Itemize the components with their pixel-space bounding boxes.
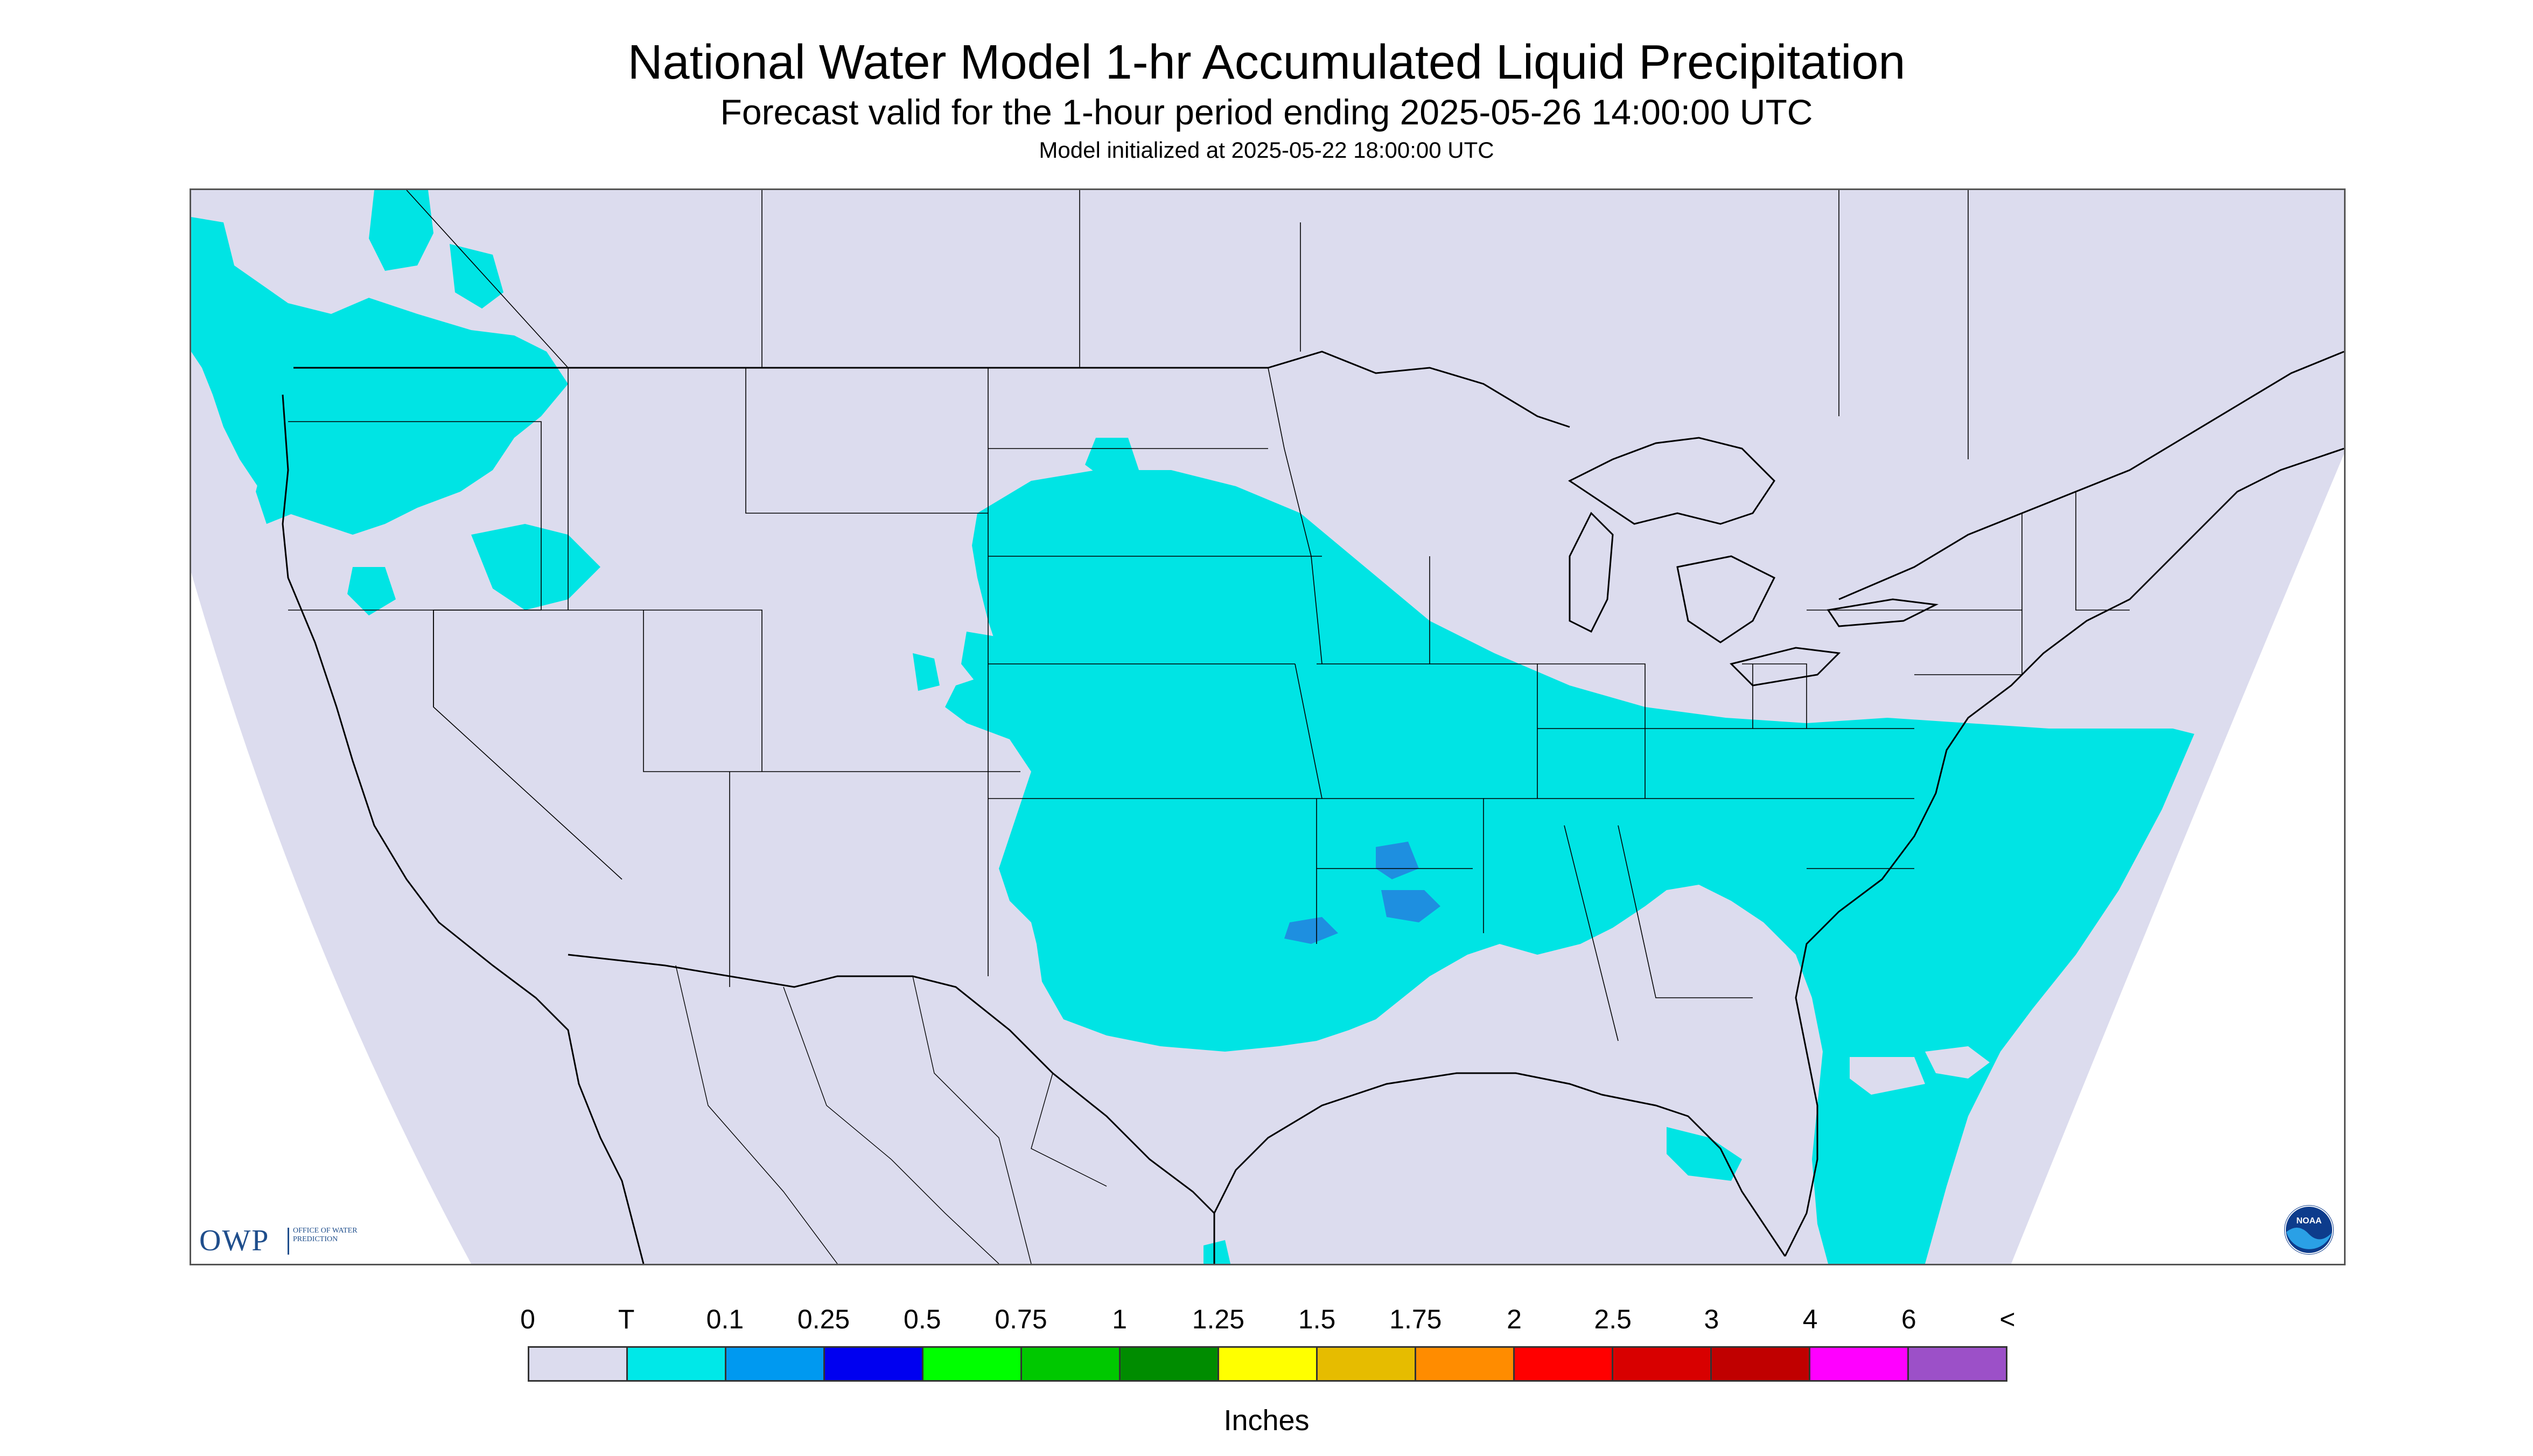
legend-tick-label: 4 [1802,1304,1818,1334]
legend-tick-label: 2 [1507,1304,1522,1334]
owp-logo-mark: OWP [199,1224,270,1257]
legend-tick-label: 2.5 [1594,1304,1632,1334]
legend-tick-label: 6 [1901,1304,1916,1334]
owp-logo-divider [288,1228,289,1255]
legend-tick-label: 0.75 [995,1304,1047,1334]
legend-swatch [1219,1348,1318,1380]
legend-swatch [1121,1348,1219,1380]
model-init-line: Model initialized at 2025-05-22 18:00:00… [1039,137,1494,163]
legend-swatch [628,1348,726,1380]
legend-tick-label: 1 [1112,1304,1128,1334]
color-legend [528,1346,2007,1382]
legend-tick-label: T [618,1304,635,1334]
noaa-logo-text: NOAA [2296,1216,2322,1226]
legend-swatch [529,1348,628,1380]
legend-swatch [1515,1348,1613,1380]
legend-labels: 0 T 0.1 0.25 0.5 0.75 1 1.25 1.5 1.75 2 2.5 3 4 6 < [520,1303,2016,1335]
owp-logo: OWP OFFICE OF WATER PREDICTION [199,1224,372,1257]
legend-swatch [1810,1348,1909,1380]
legend-swatch [1318,1348,1416,1380]
legend-units: Inches [1223,1404,1310,1437]
legend-tick-label: 0.5 [904,1304,941,1334]
precip-arkansas-pocket [1376,842,1419,879]
legend-tick-label: 1.5 [1298,1304,1336,1334]
legend-tick-label: < [1999,1304,2016,1334]
state-boundary-layer [288,190,2130,1041]
owp-logo-text: OFFICE OF WATER PREDICTION [293,1227,358,1243]
legend-swatch [1712,1348,1810,1380]
map-canvas [191,190,2344,1264]
legend-swatch [726,1348,825,1380]
precipitation-map [190,188,2346,1265]
legend-swatch [923,1348,1022,1380]
legend-tick-label: 3 [1704,1304,1719,1334]
mexico-boundary-layer [675,965,1107,1264]
map-title: National Water Model 1-hr Accumulated Li… [627,36,1906,89]
legend-swatch [1416,1348,1515,1380]
legend-tick-label: 0 [520,1304,535,1334]
map-subtitle: Forecast valid for the 1-hour period end… [720,92,1813,132]
legend-tick-label: 0.25 [797,1304,850,1334]
coastline-layer [282,351,2344,1264]
legend-tick-label: 1.75 [1389,1304,1442,1334]
legend-swatch [1613,1348,1712,1380]
legend-swatch [1909,1348,2006,1380]
light-precip-layer [1284,842,1440,944]
legend-swatch [825,1348,923,1380]
legend-swatch [1022,1348,1121,1380]
noaa-logo-icon: NOAA [2284,1205,2334,1255]
legend-tick-label: 1.25 [1192,1304,1245,1334]
legend-tick-label: 0.1 [706,1304,744,1334]
